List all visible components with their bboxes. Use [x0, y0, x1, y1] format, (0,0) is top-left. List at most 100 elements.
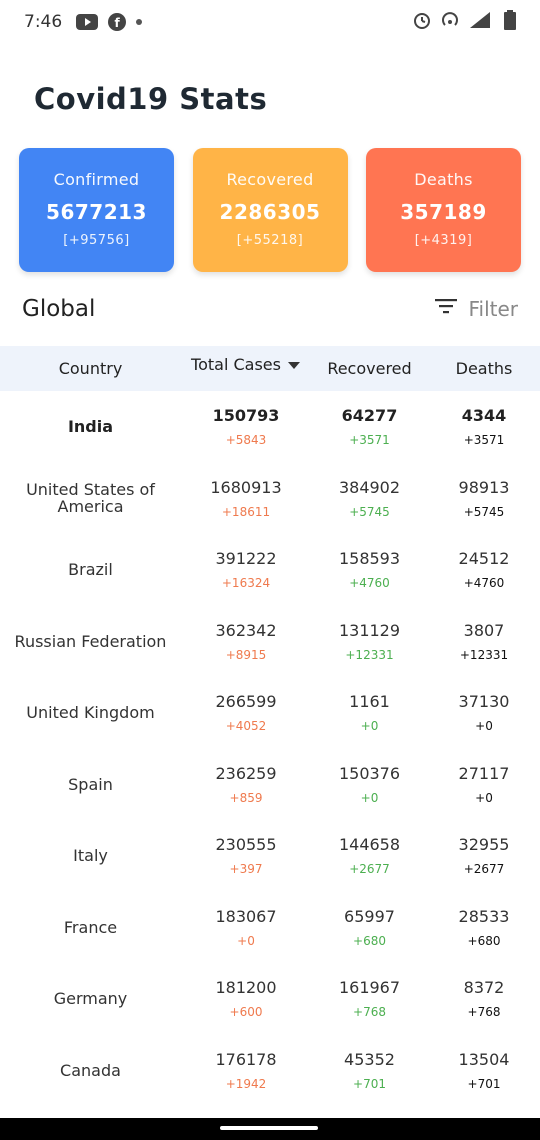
- deaths-delta: +701: [467, 1076, 501, 1091]
- country-name: Brazil: [68, 560, 113, 580]
- deaths-delta: +680: [467, 933, 501, 948]
- recovered-delta: +680: [353, 933, 386, 948]
- deaths-count: 98913: [458, 477, 510, 497]
- deaths-delta: +3571: [463, 433, 505, 448]
- sort-down-icon: [287, 355, 301, 374]
- total-cases-delta: +18611: [221, 504, 271, 519]
- section-title: Global: [22, 296, 96, 322]
- table-row[interactable]: India 150793 +5843 64277 +3571 4344 +3571: [0, 391, 540, 463]
- dot-icon: [136, 19, 143, 25]
- signal-icon: [468, 10, 496, 34]
- recovered-count: 65997: [344, 906, 395, 926]
- card-delta: [+55218]: [236, 233, 304, 248]
- card-value: 2286305: [219, 200, 321, 224]
- recovered-card[interactable]: Recovered 2286305 [+55218]: [192, 148, 348, 272]
- recovered-count: 64277: [341, 406, 398, 426]
- filter-icon: [434, 296, 458, 321]
- deaths-delta: +4760: [463, 576, 505, 591]
- country-name: United Kingdom: [26, 703, 155, 723]
- country-name: India: [67, 417, 114, 437]
- deaths-count: 32955: [458, 835, 510, 855]
- recovered-delta: +2677: [349, 862, 390, 877]
- table-row[interactable]: Brazil 391222 +16324 158593 +4760 24512 +47…: [0, 534, 540, 606]
- recovered-delta: +768: [353, 1005, 386, 1020]
- facebook-icon: f: [108, 13, 127, 31]
- total-cases-delta: +1942: [225, 1076, 267, 1091]
- recovered-delta: +5745: [349, 504, 390, 519]
- total-cases: 183067: [215, 906, 277, 926]
- total-cases: 230555: [215, 835, 277, 855]
- deaths-count: 37130: [458, 692, 510, 712]
- column-header-recovered[interactable]: Recovered: [327, 359, 412, 378]
- hotspot-icon: [440, 10, 460, 34]
- deaths-card[interactable]: Deaths 357189 [+4319]: [366, 148, 521, 272]
- recovered-count: 1161: [349, 692, 390, 712]
- total-cases: 176178: [215, 1049, 277, 1069]
- deaths-delta: +12331: [459, 647, 509, 662]
- deaths-delta: +0: [475, 790, 493, 805]
- deaths-delta: +2677: [463, 862, 505, 877]
- home-gesture-handle[interactable]: [220, 1126, 318, 1130]
- card-delta: [+4319]: [414, 233, 473, 248]
- deaths-delta: +0: [475, 719, 493, 734]
- country-name: Canada: [60, 1060, 121, 1080]
- country-name: Russian Federation: [14, 631, 167, 651]
- total-cases: 150793: [212, 406, 280, 426]
- total-cases: 236259: [215, 763, 277, 783]
- recovered-delta: +0: [360, 719, 379, 734]
- column-header-total-cases[interactable]: Total Cases: [181, 355, 311, 374]
- page-title: Covid19 Stats: [34, 82, 268, 116]
- table-row[interactable]: United States of America 1680913 +18611 3…: [0, 463, 540, 535]
- youtube-icon: [76, 14, 99, 30]
- deaths-delta: +5745: [463, 504, 505, 519]
- deaths-count: 13504: [458, 1049, 510, 1069]
- total-cases-delta: +0: [237, 933, 255, 948]
- table-row[interactable]: Canada 176178 +1942 45352 +701 13504 +701: [0, 1035, 540, 1107]
- total-cases-delta: +859: [229, 790, 263, 805]
- alarm-icon: [412, 10, 432, 34]
- card-value: 5677213: [46, 200, 147, 224]
- deaths-count: 8372: [463, 978, 505, 998]
- recovered-delta: +701: [353, 1076, 386, 1091]
- total-cases-delta: +397: [229, 862, 263, 877]
- total-cases: 362342: [215, 620, 277, 640]
- total-cases-delta: +16324: [221, 576, 271, 591]
- total-cases-delta: +600: [229, 1005, 263, 1020]
- deaths-count: 4344: [461, 406, 507, 426]
- total-cases: 1680913: [210, 477, 282, 497]
- column-header-deaths[interactable]: Deaths: [455, 359, 513, 378]
- table-row[interactable]: France 183067 +0 65997 +680 28533 +680: [0, 892, 540, 964]
- confirmed-card[interactable]: Confirmed 5677213 [+95756]: [19, 148, 174, 272]
- recovered-count: 150376: [338, 763, 401, 783]
- total-cases: 391222: [215, 549, 277, 569]
- total-cases: 181200: [215, 978, 277, 998]
- card-delta: [+95756]: [63, 233, 130, 248]
- column-header-country[interactable]: Country: [58, 359, 123, 378]
- deaths-count: 3807: [463, 620, 505, 640]
- country-name: France: [63, 917, 118, 937]
- deaths-count: 24512: [458, 549, 510, 569]
- table-row[interactable]: United Kingdom 266599 +4052 1161 +0 37130 +…: [0, 677, 540, 749]
- table-row[interactable]: Russian Federation 362342 +8915 131129 +12…: [0, 606, 540, 678]
- deaths-count: 27117: [458, 763, 510, 783]
- filter-button[interactable]: Filter: [434, 296, 518, 321]
- deaths-delta: +768: [467, 1005, 501, 1020]
- table-row[interactable]: Spain 236259 +859 150376 +0 27117 +0: [0, 749, 540, 821]
- recovered-count: 161967: [338, 978, 401, 998]
- country-name: Spain: [68, 774, 113, 794]
- table-row[interactable]: Italy 230555 +397 144658 +2677 32955 +2677: [0, 820, 540, 892]
- card-label: Deaths: [414, 170, 473, 189]
- svg-text:f: f: [115, 16, 121, 30]
- total-cases-delta: +5843: [225, 433, 267, 448]
- total-cases-delta: +4052: [225, 719, 267, 734]
- status-time: 7:46: [24, 12, 63, 32]
- country-name: Italy: [73, 846, 108, 866]
- recovered-delta: +3571: [349, 433, 390, 448]
- navigation-bar: [0, 1118, 540, 1140]
- total-cases-delta: +8915: [225, 647, 267, 662]
- card-value: 357189: [400, 200, 487, 224]
- table-row[interactable]: Germany 181200 +600 161967 +768 8372 +768: [0, 963, 540, 1035]
- recovered-delta: +0: [360, 790, 379, 805]
- card-label: Recovered: [226, 170, 314, 189]
- recovered-count: 144658: [338, 835, 401, 855]
